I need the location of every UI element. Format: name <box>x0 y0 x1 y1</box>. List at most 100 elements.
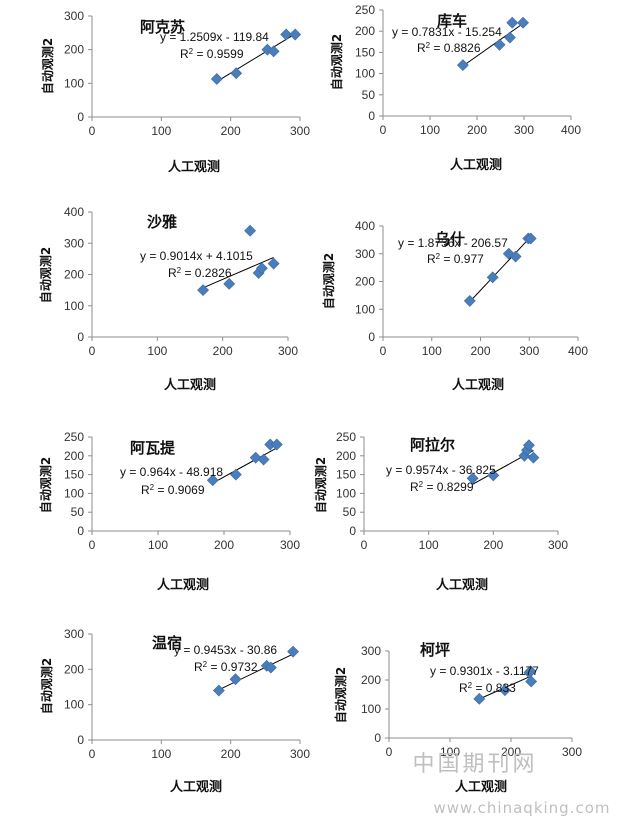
x-tick-label: 100 <box>151 747 171 761</box>
chart-title: 柯坪 <box>420 641 450 659</box>
chart-title: 阿克苏 <box>140 18 185 36</box>
y-tick-label: 200 <box>64 449 84 463</box>
trendline <box>462 23 524 67</box>
data-point <box>257 453 270 466</box>
trend-equation: y = 0.9014x + 4.1015 <box>140 249 253 263</box>
data-point <box>229 673 242 686</box>
x-tick-label: 100 <box>440 745 460 759</box>
y-tick-label: 200 <box>64 268 84 282</box>
y-tick-label: 100 <box>336 486 356 500</box>
scatter-panel-2: 0 50 100 150 200 250 0 100 200 300 400 库车y = 0.7831… <box>329 3 581 173</box>
y-tick-label: 100 <box>64 76 84 90</box>
x-tick-label: 100 <box>422 344 442 358</box>
watermark-url: www.chinaqking.com <box>433 799 610 817</box>
trendline <box>469 236 532 303</box>
y-tick-label: 100 <box>64 698 84 712</box>
data-point <box>527 451 540 464</box>
y-tick-label: 200 <box>355 275 375 289</box>
data-point <box>264 661 277 674</box>
y-tick-label: 250 <box>355 3 375 17</box>
y-tick-label: 150 <box>64 468 84 482</box>
data-point <box>486 271 499 284</box>
y-tick-label: 50 <box>343 505 357 519</box>
y-tick-label: 0 <box>77 110 84 124</box>
x-tick-label: 300 <box>290 747 310 761</box>
y-axis-label: 自动观测2 <box>329 34 344 90</box>
chart-title: 温宿 <box>152 634 182 652</box>
r-squared-letter: R <box>168 266 177 280</box>
data-point <box>223 277 236 290</box>
r-squared-label: R2 = 0.9069 <box>141 483 205 498</box>
r-squared-label: R2 = 0.8826 <box>417 41 481 56</box>
x-tick-label: 300 <box>514 123 534 137</box>
data-point <box>287 645 299 658</box>
y-tick-label: 100 <box>355 67 375 81</box>
trend-equation: y = 0.7831x - 15.254 <box>392 25 502 39</box>
r-squared-label: R2 = 0.8299 <box>410 480 474 495</box>
y-tick-label: 300 <box>355 247 375 261</box>
data-point <box>212 684 225 697</box>
x-tick-label: 100 <box>148 538 168 552</box>
x-tick-label: 200 <box>221 747 241 761</box>
y-tick-label: 300 <box>64 236 84 250</box>
trend-equation: y = 0.9301x - 3.1177 <box>430 664 539 678</box>
data-point <box>498 684 511 697</box>
r-squared-letter: R <box>427 252 436 266</box>
y-tick-label: 250 <box>64 430 84 444</box>
y-axis-label: 自动观测2 <box>39 658 54 714</box>
scatter-panel-3: 0 100 200 300 400 0 100 200 300 沙雅 y = 0.9014x + 4… <box>38 205 298 393</box>
data-point <box>522 439 535 452</box>
data-point <box>289 28 302 41</box>
x-tick-label: 300 <box>280 538 300 552</box>
x-tick-label: 100 <box>151 124 171 138</box>
data-point <box>267 45 280 58</box>
scatter-panel-4: 0 100 200 300 400 0 100 200 300 400 乌什y = 1.8736x … <box>321 219 588 393</box>
y-axis-label: 自动观测2 <box>38 457 53 513</box>
x-tick-label: 200 <box>221 124 241 138</box>
r-squared-label: R2 = 0.9599 <box>180 47 244 62</box>
y-tick-label: 0 <box>77 733 84 747</box>
y-tick-label: 100 <box>64 299 84 313</box>
x-tick-label: 400 <box>561 123 581 137</box>
r-squared-exponent: 2 <box>177 266 182 275</box>
trend-equation: y = 1.8736x - 206.57 <box>398 236 508 250</box>
chart-title: 乌什 <box>435 230 465 248</box>
y-tick-label: 100 <box>355 302 375 316</box>
x-tick-label: 200 <box>214 538 234 552</box>
data-point <box>502 247 515 260</box>
data-point <box>517 16 529 29</box>
y-tick-label: 300 <box>361 644 381 658</box>
data-point <box>493 38 506 51</box>
chart-title: 阿瓦提 <box>130 439 176 457</box>
y-tick-label: 200 <box>336 449 356 463</box>
data-point <box>503 31 516 44</box>
x-tick-label: 100 <box>420 123 440 137</box>
r-squared-letter: R <box>194 660 203 674</box>
y-tick-label: 0 <box>368 109 375 123</box>
r-squared-value: = 0.9069 <box>154 483 205 497</box>
r-squared-label: R2 = 0.9732 <box>194 660 258 675</box>
data-point <box>509 250 522 263</box>
r-squared-label: R2 = 0.833 <box>459 681 516 696</box>
r-squared-value: = 0.8299 <box>423 480 474 494</box>
y-tick-label: 200 <box>64 662 84 676</box>
x-tick-label: 0 <box>89 124 96 138</box>
y-tick-label: 0 <box>374 731 381 745</box>
x-tick-label: 0 <box>380 344 387 358</box>
scatter-panel-5: 0 50 100 150 200 250 0 100 200 300 阿瓦提 y = 0.964x -… <box>38 430 300 593</box>
scatter-panel-8: 0 100 200 300 0 100 200 300 柯坪 y = 0.9301x - 3.11… <box>333 641 582 795</box>
x-axis-label: 人工观测 <box>157 577 209 593</box>
trendline <box>218 653 294 691</box>
r-squared-exponent: 2 <box>419 480 424 489</box>
x-tick-label: 300 <box>278 344 298 358</box>
data-point <box>206 474 219 487</box>
trend-equation: y = 0.964x - 48.918 <box>120 465 223 479</box>
data-point <box>487 469 500 482</box>
x-tick-label: 200 <box>213 344 233 358</box>
r-squared-letter: R <box>180 47 189 61</box>
x-tick-label: 200 <box>483 538 503 552</box>
r-squared-letter: R <box>410 480 419 494</box>
data-point <box>473 692 486 705</box>
y-tick-label: 200 <box>361 673 381 687</box>
